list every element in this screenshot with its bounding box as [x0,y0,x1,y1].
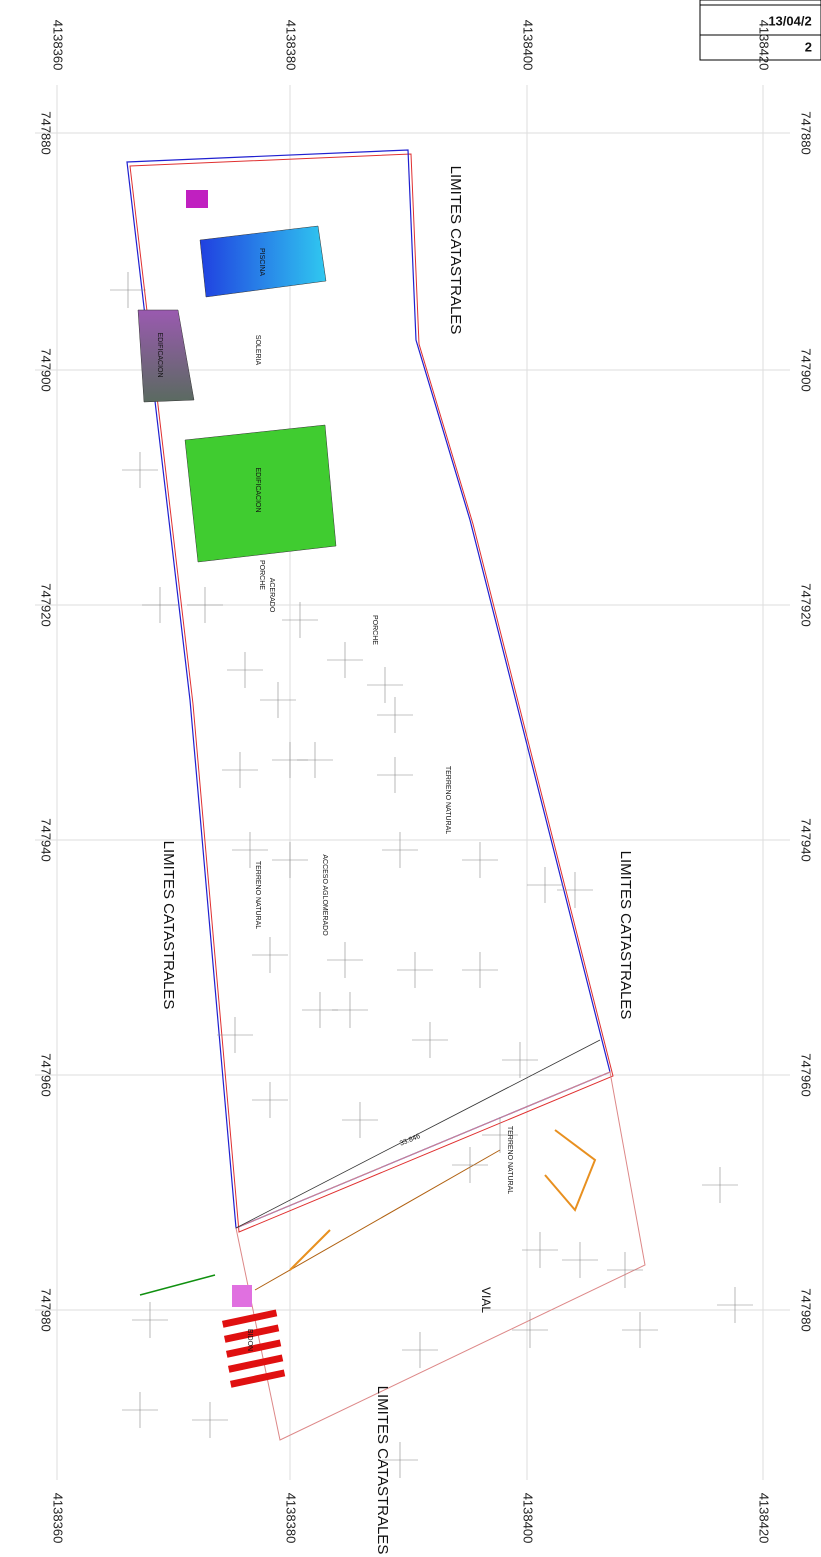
coordinate-label: 4138380 [284,20,299,71]
coordinate-label: 747920 [39,583,54,626]
coordinate-label: 4138360 [51,20,66,71]
area-label: PORCHE [258,560,265,590]
coordinate-label: 747940 [39,818,54,861]
coordinate-label: 747960 [799,1053,814,1096]
boundary-label: LIMITES CATASTRALES [374,1386,391,1555]
header-sheet: 2 [805,39,812,54]
coordinate-label: 747960 [39,1053,54,1096]
coordinate-label: 747980 [799,1288,814,1331]
area-label: VIAL [479,1287,493,1313]
coordinate-label: 4138420 [757,20,772,71]
area-label: ACERADO [268,578,275,613]
area-label: TERRENO NATURAL [444,766,451,834]
survey-map: 13/04/2 2 LIMITES CATASTRALES LIMITES CA… [0,0,821,1557]
boundary-label: LIMITES CATASTRALES [160,841,177,1010]
coordinate-label: 747980 [39,1288,54,1331]
small-structure [232,1285,252,1307]
coordinate-label: 747900 [39,348,54,391]
boundary-label: LIMITES CATASTRALES [617,851,634,1020]
area-label: EDIFICACION [254,467,261,512]
coordinate-label: 747940 [799,818,814,861]
area-label: PORCHE [371,615,378,645]
area-label: BIDON [246,1329,253,1351]
coordinate-label: 4138420 [757,1493,772,1544]
small-structure [186,190,208,208]
coordinate-label: 4138360 [51,1493,66,1544]
coordinate-label: 4138380 [284,1493,299,1544]
header-date: 13/04/2 [768,13,811,28]
area-label: EDIFICACION [156,332,163,377]
background [0,0,821,1557]
area-label: TERRENO NATURAL [254,861,261,929]
coordinate-label: 747880 [39,111,54,154]
area-label: PISCINA [258,248,265,276]
coordinate-label: 747900 [799,348,814,391]
boundary-label: LIMITES CATASTRALES [447,166,464,335]
area-label: SOLERIA [254,335,261,366]
area-label: ACCESO AGLOMERADO [321,854,328,936]
coordinate-label: 4138400 [521,20,536,71]
coordinate-label: 747880 [799,111,814,154]
coordinate-label: 4138400 [521,1493,536,1544]
coordinate-label: 747920 [799,583,814,626]
area-label: TERRENO NATURAL [506,1126,513,1194]
